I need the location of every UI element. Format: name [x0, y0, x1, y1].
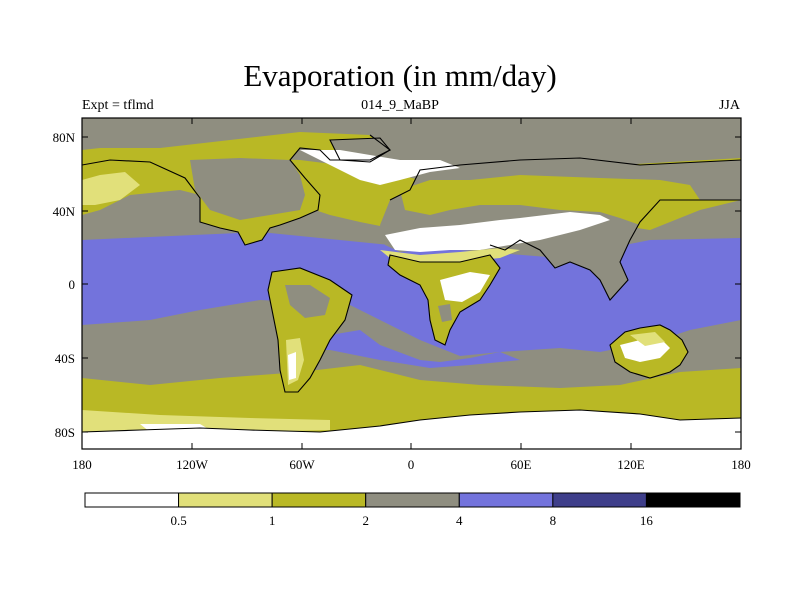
colorbar-level-label: 4	[456, 513, 463, 528]
colorbar-level-label: 8	[550, 513, 557, 528]
colorbar-level-label: 16	[640, 513, 654, 528]
lat-label-80s: 80S	[55, 425, 75, 440]
coastlines	[82, 134, 741, 433]
lat-label-0: 0	[69, 277, 76, 292]
colorbar-swatch	[552, 492, 647, 508]
colorbar-swatch	[271, 492, 367, 508]
tick-marks	[81, 118, 742, 449]
antarctic-coast-patch	[140, 424, 210, 432]
colorbar-level-label: 0.5	[170, 513, 186, 528]
time-label: 014_9_MaBP	[361, 98, 439, 113]
field-antarctica	[82, 410, 741, 449]
colorbar-swatch	[84, 492, 180, 508]
experiment-label: Expt = tflmd	[82, 98, 154, 113]
land-eurasia-north-olive	[400, 175, 700, 225]
land-australia-dry	[630, 332, 665, 346]
colorbar-level-label: 2	[362, 513, 369, 528]
lon-label-120e: 120E	[617, 457, 645, 472]
lon-label-60e: 60E	[511, 457, 532, 472]
land-eurasia-snow	[300, 150, 460, 185]
lat-label-80n: 80N	[53, 130, 76, 145]
land-africa-white	[440, 272, 490, 302]
map-title: Evaporation (in mm/day)	[243, 58, 557, 93]
lon-label-180e: 180	[731, 457, 751, 472]
colorbar-level-label: 1	[269, 513, 276, 528]
colorbar-swatch	[645, 492, 741, 508]
land-australia-desert	[620, 338, 670, 362]
lon-label-60w: 60W	[289, 457, 315, 472]
lon-labels: 180 120W 60W 0 60E 120E 180	[72, 457, 751, 472]
lat-labels: 80N 40N 0 40S 80S	[53, 130, 76, 440]
lat-label-40s: 40S	[55, 351, 75, 366]
colorbar-swatch	[178, 492, 273, 508]
map-field	[82, 118, 741, 449]
land-north-america-core	[190, 158, 305, 220]
lon-label-0: 0	[408, 457, 415, 472]
land-south-america-desert	[288, 352, 296, 380]
field-high-band-south	[280, 330, 520, 368]
colorbar-swatch	[458, 492, 554, 508]
land-south-america-core	[285, 285, 330, 318]
antarctic-coast-patch-east	[600, 416, 660, 430]
colorbar: 0.5 1 2 4 8 16	[84, 492, 741, 528]
colorbar-swatch	[365, 492, 460, 508]
lon-label-180w: 180	[72, 457, 92, 472]
season-label: JJA	[718, 98, 740, 113]
land-africa-core	[438, 304, 452, 322]
land-north-america-dry	[82, 172, 140, 205]
lat-label-40n: 40N	[53, 204, 76, 219]
land-sahara	[385, 212, 610, 252]
lon-label-120w: 120W	[176, 457, 209, 472]
